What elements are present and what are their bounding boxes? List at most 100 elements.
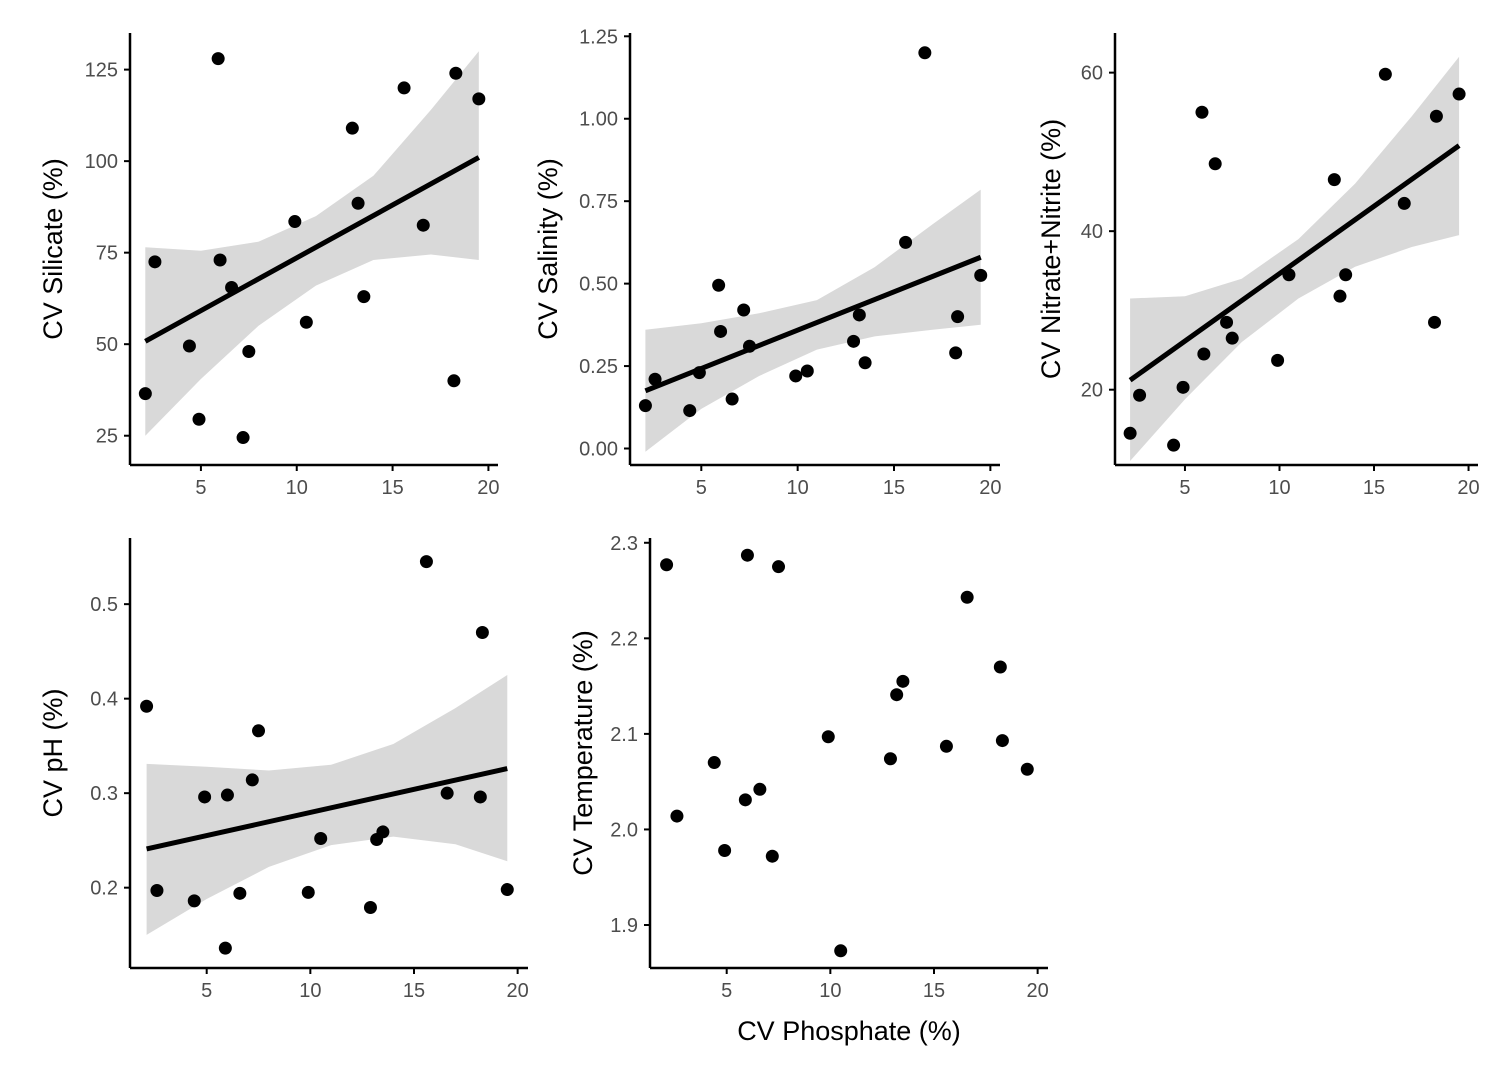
y-axis-title: CV Silicate (%) [38, 158, 68, 340]
data-point [245, 773, 259, 787]
fit-line [146, 766, 508, 852]
data-point [1428, 315, 1442, 329]
data-point [1195, 105, 1209, 119]
y-tick-label: 0.2 [90, 878, 118, 900]
x-tick-label: 5 [195, 477, 206, 499]
data-point [1452, 87, 1466, 101]
y-tick-label: 125 [85, 60, 118, 82]
y-tick-label: 1.9 [610, 915, 638, 937]
y-tick-label: 100 [85, 151, 118, 173]
data-point [233, 886, 247, 900]
confidence-band [645, 189, 981, 452]
data-point [638, 399, 652, 413]
data-point [419, 555, 433, 569]
data-point [218, 941, 232, 955]
data-point [821, 730, 835, 744]
data-point [918, 46, 932, 60]
data-point [140, 699, 154, 713]
y-tick-label: 0.5 [90, 594, 118, 616]
data-point [1133, 388, 1147, 402]
data-point [995, 734, 1009, 748]
y-tick-label: 2.1 [610, 724, 638, 746]
data-point [288, 215, 302, 229]
y-tick-label: 0.3 [90, 783, 118, 805]
data-point [500, 883, 514, 897]
data-point [993, 660, 1007, 674]
data-point [150, 884, 164, 898]
data-point [187, 894, 201, 908]
data-point [475, 626, 489, 640]
data-point [939, 739, 953, 753]
data-point [852, 308, 866, 322]
data-point [1197, 347, 1211, 361]
data-point [712, 278, 726, 292]
data-point [890, 688, 904, 702]
y-tick-label: 25 [96, 426, 118, 448]
data-point [670, 809, 684, 823]
y-axis-title: CV Salinity (%) [533, 158, 563, 340]
data-point [800, 364, 814, 378]
data-point [1123, 426, 1137, 440]
data-point [1339, 268, 1353, 282]
x-tick-label: 20 [1027, 980, 1049, 1002]
y-tick-label: 40 [1081, 221, 1103, 243]
x-tick-label: 10 [819, 980, 841, 1002]
data-point [718, 843, 732, 857]
confidence-band [1130, 56, 1460, 462]
panel-salinity: 5 10 15 20 0.00 0.25 0.50 0.75 1.00 1.25 CV Salini… [533, 26, 1001, 499]
y-axis-title: CV Nitrate+Nitrite (%) [1036, 119, 1066, 379]
data-point [858, 356, 872, 370]
panel-ph: 5 10 15 20 0.2 0.3 0.4 0.5 CV pH (%) [38, 538, 529, 1002]
data-point [660, 558, 674, 572]
data-point [472, 92, 486, 106]
y-tick-label: 60 [1081, 63, 1103, 85]
data-point [192, 412, 206, 426]
data-point [351, 196, 365, 210]
data-point [1397, 196, 1411, 210]
data-point [847, 334, 861, 348]
x-tick-label: 15 [403, 980, 425, 1002]
panel-temperature: 5 10 15 20 1.9 2.0 2.1 2.2 2.3 CV Temperature (%) [568, 533, 1049, 1002]
data-point [725, 392, 739, 406]
data-point [772, 560, 786, 574]
fit-line [144, 155, 481, 344]
data-point [220, 788, 234, 802]
data-point [449, 66, 463, 80]
x-tick-label: 5 [201, 980, 212, 1002]
y-tick-label: 50 [96, 334, 118, 356]
x-tick-label: 5 [1179, 477, 1190, 499]
y-tick-label: 1.25 [579, 26, 618, 48]
x-tick-label: 10 [286, 477, 308, 499]
data-point [363, 901, 377, 915]
data-point [301, 885, 315, 899]
y-tick-label: 2.2 [610, 628, 638, 650]
data-point [1327, 173, 1341, 187]
data-point [1271, 353, 1285, 367]
data-point [211, 52, 225, 66]
data-point [252, 724, 266, 738]
x-tick-label: 15 [381, 477, 403, 499]
data-point [1378, 67, 1392, 81]
x-tick-label: 20 [507, 980, 529, 1002]
data-point [1220, 315, 1234, 329]
data-point [899, 235, 913, 249]
data-point [357, 290, 371, 304]
panel-nitrate-nitrite: 5 10 15 20 20 40 60 CV Nitrate+Nitrite (%) [1036, 33, 1480, 499]
y-axis-title: CV Temperature (%) [568, 630, 598, 876]
data-point [951, 310, 965, 324]
data-point [242, 345, 256, 359]
data-point [1429, 109, 1443, 123]
x-tick-label: 15 [1363, 477, 1385, 499]
data-point [765, 849, 779, 863]
y-tick-label: 20 [1081, 380, 1103, 402]
data-point [1167, 438, 1181, 452]
data-point [397, 81, 411, 95]
y-tick-label: 2.0 [610, 819, 638, 841]
y-tick-label: 0.00 [579, 439, 618, 461]
y-tick-label: 0.75 [579, 191, 618, 213]
data-point [473, 790, 487, 804]
x-tick-label: 10 [1268, 477, 1290, 499]
x-tick-label: 15 [923, 980, 945, 1002]
y-tick-label: 0.25 [579, 356, 618, 378]
